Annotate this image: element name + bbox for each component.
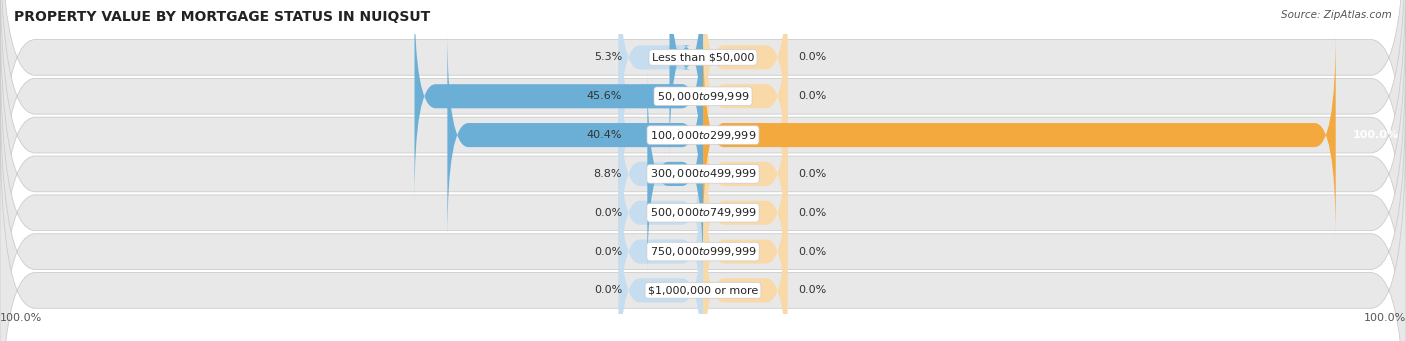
FancyBboxPatch shape — [0, 36, 1406, 341]
Text: PROPERTY VALUE BY MORTGAGE STATUS IN NUIQSUT: PROPERTY VALUE BY MORTGAGE STATUS IN NUI… — [14, 10, 430, 24]
Text: $100,000 to $299,999: $100,000 to $299,999 — [650, 129, 756, 142]
Text: 0.0%: 0.0% — [799, 247, 827, 256]
Text: 100.0%: 100.0% — [1364, 313, 1406, 323]
Text: $1,000,000 or more: $1,000,000 or more — [648, 285, 758, 295]
FancyBboxPatch shape — [619, 108, 703, 317]
FancyBboxPatch shape — [0, 75, 1406, 341]
FancyBboxPatch shape — [415, 0, 703, 201]
Text: 0.0%: 0.0% — [593, 208, 621, 218]
Text: 5.3%: 5.3% — [593, 53, 621, 62]
FancyBboxPatch shape — [619, 31, 703, 239]
Text: 100.0%: 100.0% — [0, 313, 42, 323]
FancyBboxPatch shape — [703, 0, 787, 201]
Text: 0.0%: 0.0% — [799, 169, 827, 179]
Text: $750,000 to $999,999: $750,000 to $999,999 — [650, 245, 756, 258]
FancyBboxPatch shape — [619, 186, 703, 341]
FancyBboxPatch shape — [0, 0, 1406, 234]
FancyBboxPatch shape — [619, 0, 703, 201]
Text: 0.0%: 0.0% — [799, 208, 827, 218]
Text: 0.0%: 0.0% — [593, 285, 621, 295]
Text: $300,000 to $499,999: $300,000 to $499,999 — [650, 167, 756, 180]
FancyBboxPatch shape — [619, 147, 703, 341]
Text: $500,000 to $749,999: $500,000 to $749,999 — [650, 206, 756, 219]
Text: 0.0%: 0.0% — [799, 91, 827, 101]
FancyBboxPatch shape — [703, 186, 787, 341]
FancyBboxPatch shape — [0, 0, 1406, 272]
FancyBboxPatch shape — [703, 31, 1336, 239]
FancyBboxPatch shape — [703, 31, 787, 239]
FancyBboxPatch shape — [0, 114, 1406, 341]
FancyBboxPatch shape — [703, 147, 787, 341]
Text: 0.0%: 0.0% — [593, 247, 621, 256]
FancyBboxPatch shape — [669, 0, 703, 162]
FancyBboxPatch shape — [619, 70, 703, 278]
FancyBboxPatch shape — [703, 70, 787, 278]
Text: $50,000 to $99,999: $50,000 to $99,999 — [657, 90, 749, 103]
Text: 40.4%: 40.4% — [586, 130, 621, 140]
FancyBboxPatch shape — [447, 31, 703, 239]
Text: Source: ZipAtlas.com: Source: ZipAtlas.com — [1281, 10, 1392, 20]
Text: 8.8%: 8.8% — [593, 169, 621, 179]
Text: Less than $50,000: Less than $50,000 — [652, 53, 754, 62]
Text: 45.6%: 45.6% — [586, 91, 621, 101]
FancyBboxPatch shape — [647, 70, 703, 278]
Text: 100.0%: 100.0% — [1353, 130, 1399, 140]
FancyBboxPatch shape — [703, 108, 787, 317]
FancyBboxPatch shape — [0, 0, 1406, 311]
Text: 0.0%: 0.0% — [799, 53, 827, 62]
FancyBboxPatch shape — [703, 0, 787, 162]
FancyBboxPatch shape — [619, 0, 703, 162]
Text: 0.0%: 0.0% — [799, 285, 827, 295]
